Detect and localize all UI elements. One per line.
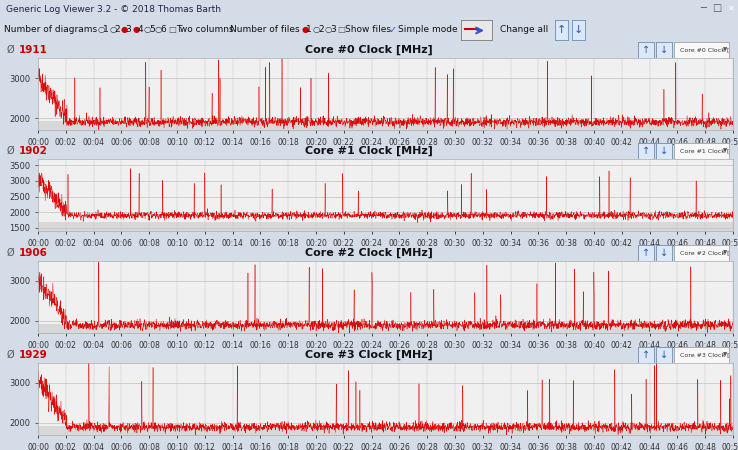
- Text: 1: 1: [103, 25, 108, 34]
- Text: ●: ●: [120, 25, 128, 34]
- Text: ─: ─: [700, 4, 706, 13]
- Text: Simple mode: Simple mode: [398, 25, 458, 34]
- Text: □: □: [168, 25, 176, 34]
- Text: Core #0 Clock [MHz]: Core #0 Clock [MHz]: [305, 45, 433, 55]
- Text: 4: 4: [137, 25, 143, 34]
- Text: ○: ○: [155, 25, 162, 34]
- Text: ○: ○: [97, 25, 105, 34]
- Text: 1911: 1911: [19, 45, 48, 55]
- Text: Core #3 Clock [MHz]: Core #3 Clock [MHz]: [305, 350, 433, 360]
- Text: 1929: 1929: [19, 350, 48, 360]
- Text: Core #3 Clock [MHz]: Core #3 Clock [MHz]: [680, 352, 738, 357]
- Text: ↓: ↓: [660, 248, 668, 258]
- Text: 2: 2: [318, 25, 324, 34]
- Text: Ø: Ø: [7, 146, 14, 156]
- Text: Generic Log Viewer 3.2 - © 2018 Thomas Barth: Generic Log Viewer 3.2 - © 2018 Thomas B…: [6, 5, 221, 14]
- Text: ○: ○: [313, 25, 320, 34]
- Text: 6: 6: [160, 25, 166, 34]
- Text: Core #2 Clock [MHz]: Core #2 Clock [MHz]: [680, 251, 738, 256]
- Text: ↓: ↓: [660, 350, 668, 360]
- Text: ●: ●: [132, 25, 139, 34]
- Text: ↓: ↓: [660, 146, 668, 156]
- Text: 1: 1: [306, 25, 312, 34]
- Text: ○: ○: [144, 25, 151, 34]
- Text: ↑: ↑: [557, 24, 566, 35]
- Text: Ø: Ø: [7, 248, 14, 258]
- Text: □: □: [712, 4, 721, 13]
- Bar: [38, 222, 733, 231]
- Bar: [38, 426, 733, 435]
- Text: ▼: ▼: [723, 352, 727, 357]
- Text: Number of files: Number of files: [230, 25, 300, 34]
- Text: Core #1 Clock [MHz]: Core #1 Clock [MHz]: [680, 148, 738, 153]
- Text: ↓: ↓: [660, 45, 668, 55]
- Text: 1906: 1906: [19, 248, 48, 258]
- Text: Number of diagrams: Number of diagrams: [4, 25, 97, 34]
- Text: ●: ●: [301, 25, 308, 34]
- Text: ↑: ↑: [642, 45, 650, 55]
- Text: Core #1 Clock [MHz]: Core #1 Clock [MHz]: [305, 146, 433, 156]
- Text: ↓: ↓: [574, 24, 583, 35]
- Bar: [38, 324, 733, 333]
- Text: 5: 5: [149, 25, 155, 34]
- Text: ○: ○: [325, 25, 332, 34]
- Text: ▼: ▼: [723, 251, 727, 256]
- Text: Core #0 Clock [MHz]: Core #0 Clock [MHz]: [680, 48, 738, 53]
- Text: 3: 3: [125, 25, 131, 34]
- Text: 1902: 1902: [19, 146, 48, 156]
- Text: ▼: ▼: [723, 48, 727, 53]
- Text: Two columns: Two columns: [176, 25, 233, 34]
- Text: Ø: Ø: [7, 350, 14, 360]
- Text: 2: 2: [114, 25, 120, 34]
- Text: Change all: Change all: [500, 25, 548, 34]
- Text: Ø: Ø: [7, 45, 14, 55]
- Text: ↑: ↑: [642, 248, 650, 258]
- Text: ✕: ✕: [728, 4, 735, 13]
- Text: 3: 3: [330, 25, 336, 34]
- Bar: [38, 121, 733, 130]
- Text: ▼: ▼: [723, 148, 727, 153]
- Text: ○: ○: [109, 25, 117, 34]
- Text: ↑: ↑: [642, 146, 650, 156]
- Text: ↑: ↑: [642, 350, 650, 360]
- Text: □: □: [337, 25, 345, 34]
- Text: ✓: ✓: [389, 24, 397, 35]
- Text: Core #2 Clock [MHz]: Core #2 Clock [MHz]: [305, 248, 433, 258]
- Text: Show files: Show files: [345, 25, 390, 34]
